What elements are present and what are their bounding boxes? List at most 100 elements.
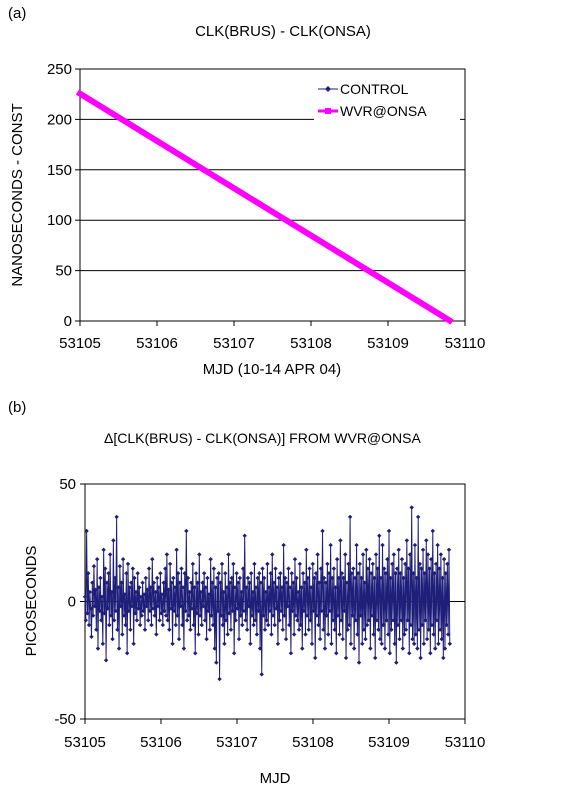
series-delta-point (388, 575, 393, 581)
series-delta-point (416, 627, 422, 632)
series-delta-point (300, 646, 305, 651)
series-delta-point (235, 606, 240, 611)
series-delta-point (396, 547, 401, 552)
series-delta-point (328, 542, 333, 548)
series-delta-point (217, 676, 222, 682)
series-delta-point (385, 557, 390, 562)
panel-b-xlabel: MJD (260, 770, 291, 787)
series-delta-point (94, 557, 100, 562)
series-delta-point (247, 580, 252, 585)
series-delta-point (177, 580, 183, 585)
series-delta-point (433, 561, 439, 567)
series-delta-point (186, 613, 191, 618)
series-delta-point (268, 571, 273, 576)
series-delta-point (441, 557, 447, 562)
series-delta-point (377, 533, 382, 538)
series-delta-point (435, 542, 440, 548)
series-delta-point (135, 571, 140, 576)
legend-control-label: CONTROL (340, 81, 409, 97)
series-delta-point (303, 632, 308, 637)
series-delta-point (391, 552, 397, 557)
series-delta-point (231, 651, 237, 656)
series-delta-point (218, 580, 223, 585)
series-delta-point (198, 589, 204, 595)
panel-b-label: (b) (8, 399, 26, 416)
series-delta-point (363, 636, 368, 642)
series-delta-point (321, 575, 327, 581)
series-delta-point (116, 646, 122, 651)
panel-b-xtick-label: 53106 (140, 734, 182, 751)
series-delta-point (318, 566, 324, 571)
series-delta-point (432, 571, 437, 576)
panel-a-ylabel: NANOSECONDS - CONST (9, 103, 26, 286)
series-delta-point (162, 608, 167, 614)
series-delta-point (99, 594, 105, 599)
series-delta-point (239, 589, 244, 595)
series-wvr-line (75, 89, 454, 325)
series-delta-point (324, 613, 329, 618)
series-delta-point (262, 627, 268, 632)
series-delta-point (410, 636, 415, 642)
series-delta-point (425, 552, 431, 557)
series-delta-point (98, 575, 103, 581)
series-delta-point (398, 618, 404, 623)
panel-b-xtick-label: 53109 (368, 734, 410, 751)
series-delta-point (394, 566, 400, 571)
series-delta-point (214, 660, 219, 665)
series-delta-point (154, 632, 159, 637)
series-delta-point (242, 533, 247, 538)
series-delta-point (355, 632, 360, 637)
series-delta-point (111, 618, 117, 623)
series-delta-point (284, 580, 290, 585)
series-delta-point (197, 552, 202, 557)
series-delta-point (254, 632, 260, 637)
series-delta-point (437, 566, 442, 571)
series-delta-point (146, 618, 151, 623)
series-delta-point (209, 613, 214, 618)
series-delta-point (350, 613, 355, 618)
series-delta-point (354, 542, 359, 548)
series-delta-point (279, 585, 285, 590)
series-delta-point (414, 575, 419, 581)
series-delta-point (256, 608, 261, 614)
series-delta-point (273, 566, 278, 571)
series-delta-point (199, 622, 204, 628)
series-delta-point (379, 641, 384, 646)
series-delta-point (266, 622, 271, 628)
series-delta-point (394, 660, 399, 665)
series-delta-point (349, 571, 354, 576)
series-delta-point (229, 575, 234, 581)
series-delta-point (373, 655, 378, 661)
series-delta-point (178, 604, 183, 609)
series-delta-point (440, 575, 445, 581)
series-delta-point (240, 622, 245, 628)
series-delta-point (253, 585, 259, 590)
series-delta-point (118, 604, 123, 609)
series-delta-point (123, 622, 128, 628)
series-delta-point (399, 557, 405, 562)
series-delta-point (95, 646, 101, 651)
series-delta-point (225, 632, 230, 637)
series-delta-point (141, 608, 146, 614)
series-delta-point (360, 641, 365, 646)
series-delta-point (160, 622, 166, 628)
series-delta-point (103, 658, 109, 663)
series-delta-point (244, 585, 249, 590)
series-delta-point (257, 571, 262, 576)
series-delta-point (138, 594, 144, 599)
series-delta-point (445, 561, 450, 567)
series-delta-point (347, 622, 352, 628)
series-delta-point (203, 585, 208, 590)
series-delta-point (443, 571, 448, 576)
series-delta-point (189, 606, 195, 611)
panel-a-ticks: 0 50 100 150 200 250 53105 53106 53107 53108 53109… (47, 61, 485, 352)
series-delta-point (289, 571, 294, 576)
series-delta-point (300, 571, 306, 576)
series-delta-point (89, 634, 94, 639)
series-delta-point (264, 618, 269, 623)
series-delta-point (415, 514, 421, 520)
series-delta-point (366, 618, 371, 623)
series-delta-point (301, 608, 307, 614)
series-delta-point (306, 627, 311, 632)
series-delta-point (270, 613, 276, 618)
